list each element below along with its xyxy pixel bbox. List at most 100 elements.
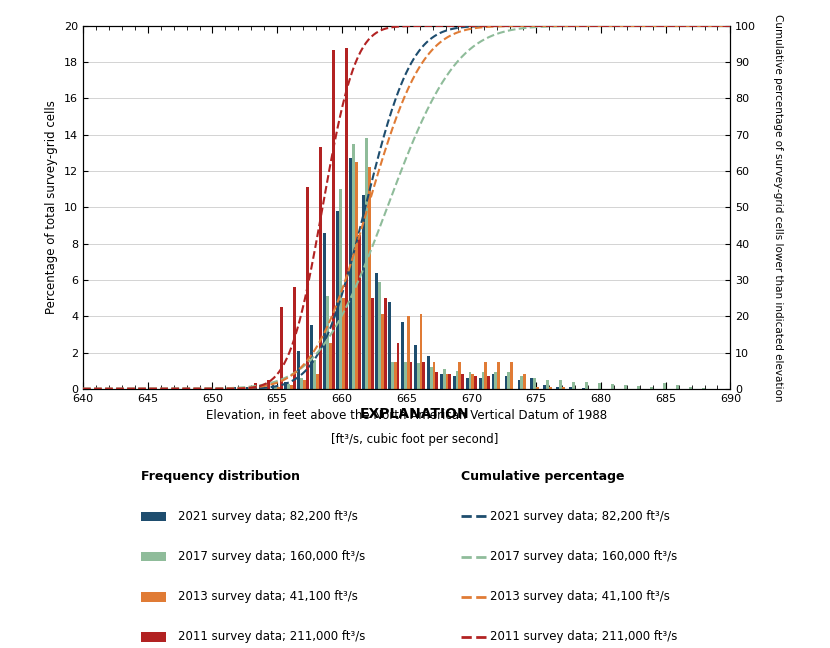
Text: 2013 survey data; 41,100 ft³/s: 2013 survey data; 41,100 ft³/s: [178, 590, 359, 603]
Bar: [352, 144, 355, 389]
Bar: [442, 369, 446, 389]
Bar: [242, 387, 244, 389]
Bar: [300, 378, 303, 389]
Bar: [676, 385, 679, 389]
Bar: [440, 375, 442, 389]
Bar: [409, 362, 413, 389]
Bar: [355, 162, 358, 389]
Bar: [316, 375, 319, 389]
Bar: [556, 387, 559, 389]
Bar: [329, 343, 332, 389]
Bar: [446, 375, 448, 389]
Bar: [264, 388, 267, 389]
Text: [ft³/s, cubic foot per second]: [ft³/s, cubic foot per second]: [331, 433, 499, 446]
Text: Cumulative percentage: Cumulative percentage: [461, 470, 624, 483]
Bar: [530, 378, 534, 389]
Bar: [479, 378, 481, 389]
Bar: [427, 356, 430, 389]
Bar: [368, 167, 371, 389]
Bar: [375, 273, 378, 389]
Bar: [497, 362, 500, 389]
Bar: [378, 282, 381, 389]
Bar: [248, 388, 251, 389]
Text: 2011 survey data; 211,000 ft³/s: 2011 survey data; 211,000 ft³/s: [490, 631, 677, 643]
Bar: [505, 376, 507, 389]
Bar: [572, 382, 575, 389]
Bar: [520, 376, 523, 389]
Bar: [254, 384, 257, 389]
Bar: [303, 380, 306, 389]
Text: EXPLANATION: EXPLANATION: [360, 407, 470, 421]
Bar: [495, 373, 497, 389]
Bar: [583, 388, 585, 389]
Bar: [261, 387, 264, 389]
Bar: [388, 302, 391, 389]
Bar: [383, 298, 387, 389]
Bar: [407, 316, 409, 389]
Bar: [471, 375, 474, 389]
Text: 2017 survey data; 160,000 ft³/s: 2017 survey data; 160,000 ft³/s: [490, 550, 677, 563]
Bar: [701, 388, 705, 389]
Bar: [280, 307, 283, 389]
Bar: [491, 375, 495, 389]
Bar: [246, 387, 248, 389]
Y-axis label: Percentage of total survey-grid cells: Percentage of total survey-grid cells: [46, 100, 58, 314]
Bar: [293, 287, 295, 389]
Bar: [290, 385, 293, 389]
Bar: [432, 362, 436, 389]
Y-axis label: Cumulative percentage of survey-grid cells lower than indicated elevation: Cumulative percentage of survey-grid cel…: [773, 14, 783, 401]
Bar: [469, 373, 471, 389]
Bar: [650, 387, 652, 389]
Bar: [510, 362, 513, 389]
Bar: [401, 321, 404, 389]
Bar: [232, 387, 236, 389]
Text: 2021 survey data; 82,200 ft³/s: 2021 survey data; 82,200 ft³/s: [490, 510, 670, 523]
Bar: [336, 211, 339, 389]
Bar: [267, 380, 270, 389]
Bar: [663, 384, 666, 389]
Bar: [215, 388, 218, 389]
Text: 2011 survey data; 211,000 ft³/s: 2011 survey data; 211,000 ft³/s: [178, 631, 366, 643]
Bar: [569, 387, 572, 389]
Bar: [349, 158, 352, 389]
Bar: [414, 345, 417, 389]
Bar: [559, 380, 562, 389]
Bar: [381, 314, 383, 389]
Bar: [466, 378, 469, 389]
Bar: [391, 362, 393, 389]
Bar: [319, 148, 322, 389]
Bar: [481, 373, 485, 389]
Bar: [362, 194, 365, 389]
Bar: [228, 388, 231, 389]
Bar: [436, 373, 438, 389]
Bar: [417, 364, 420, 389]
Bar: [487, 376, 490, 389]
Bar: [422, 362, 425, 389]
Bar: [453, 376, 456, 389]
Bar: [456, 371, 458, 389]
Bar: [344, 48, 348, 389]
Bar: [275, 386, 277, 389]
Bar: [287, 384, 290, 389]
Bar: [585, 382, 588, 389]
Bar: [430, 367, 432, 389]
Bar: [546, 380, 549, 389]
Bar: [637, 386, 640, 389]
Bar: [485, 362, 487, 389]
Bar: [285, 382, 287, 389]
Bar: [549, 387, 552, 389]
Bar: [339, 189, 342, 389]
Bar: [306, 187, 309, 389]
Bar: [365, 139, 368, 389]
Bar: [536, 387, 539, 389]
Bar: [397, 343, 399, 389]
Bar: [277, 387, 280, 389]
Bar: [371, 298, 374, 389]
Bar: [624, 385, 627, 389]
Bar: [220, 388, 222, 389]
Text: 2017 survey data; 160,000 ft³/s: 2017 survey data; 160,000 ft³/s: [178, 550, 366, 563]
Bar: [420, 314, 422, 389]
Bar: [332, 49, 334, 389]
Bar: [507, 373, 510, 389]
Bar: [598, 384, 601, 389]
